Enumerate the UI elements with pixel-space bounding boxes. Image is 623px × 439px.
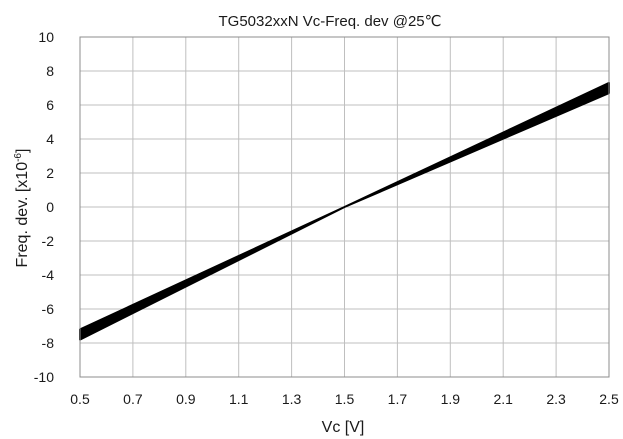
y-tick-label: -6 [42, 301, 55, 317]
x-tick-label: 2.5 [599, 391, 619, 407]
y-tick-label: 0 [46, 199, 54, 215]
y-axis-label-end: ] [14, 149, 31, 153]
y-tick-label: 10 [38, 29, 54, 45]
y-tick-label: -8 [42, 335, 55, 351]
x-axis-label: Vc [V] [322, 419, 365, 436]
y-tick-label: 4 [46, 131, 54, 147]
y-tick-labels: 10 8 6 4 2 0 -2 -4 -6 -8 -10 [34, 29, 54, 385]
x-tick-label: 2.3 [546, 391, 566, 407]
x-tick-label: 1.9 [441, 391, 461, 407]
x-tick-label: 0.7 [123, 391, 143, 407]
y-axis-label-main: Freq. dev. [x10 [14, 162, 31, 268]
x-tick-label: 2.1 [493, 391, 513, 407]
y-tick-label: 8 [46, 63, 54, 79]
y-tick-label: -4 [42, 267, 55, 283]
x-tick-label: 0.9 [176, 391, 196, 407]
y-tick-label: -2 [42, 233, 55, 249]
x-tick-label: 1.1 [229, 391, 249, 407]
y-axis-label-exponent: -6 [13, 153, 24, 162]
y-tick-label: 2 [46, 165, 54, 181]
y-axis-label: Freq. dev. [x10-6] [13, 149, 31, 268]
y-tick-label: -10 [34, 369, 54, 385]
x-tick-label: 1.7 [388, 391, 408, 407]
chart-title: TG5032xxN Vc-Freq. dev @25℃ [219, 13, 442, 30]
x-tick-label: 0.5 [70, 391, 90, 407]
x-tick-label: 1.5 [335, 391, 355, 407]
y-tick-label: 6 [46, 97, 54, 113]
plot-frame [79, 36, 610, 378]
x-tick-label: 1.3 [282, 391, 302, 407]
x-tick-labels: 0.5 0.7 0.9 1.1 1.3 1.5 1.7 1.9 2.1 2.3 2.5 [70, 391, 619, 407]
